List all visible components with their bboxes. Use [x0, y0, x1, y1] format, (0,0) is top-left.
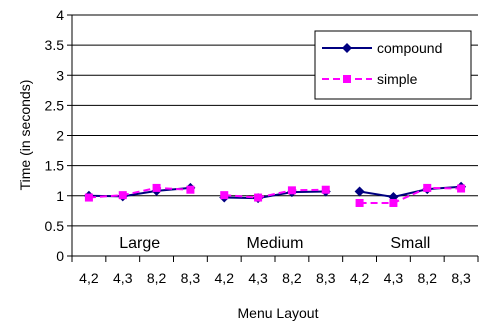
data-point — [152, 183, 161, 192]
data-point — [287, 186, 296, 195]
group-label: Large — [119, 235, 160, 252]
series-line — [224, 190, 326, 200]
x-tick-label: 4,3 — [248, 270, 268, 286]
y-tick-label: 3 — [56, 67, 64, 83]
legend: compound simple — [314, 30, 472, 100]
group-labels: Large Medium Small — [119, 235, 430, 252]
x-tick-label: 8,3 — [316, 270, 336, 286]
data-point — [354, 186, 365, 197]
y-tick-label: 4 — [56, 7, 64, 23]
y-tick-label: 1.5 — [45, 158, 65, 174]
x-axis-ticks: 4,2 4,3 8,2 8,3 4,2 4,3 8,2 8,3 4,2 4,3 8,2 8,3 — [71, 256, 479, 286]
y-tick-label: 0 — [56, 248, 64, 264]
x-axis-label: Menu Layout — [238, 305, 319, 321]
data-point — [457, 184, 466, 193]
series-line — [88, 186, 191, 198]
data-point — [355, 198, 364, 207]
x-tick-label: 8,3 — [451, 270, 471, 286]
data-point — [254, 193, 263, 202]
data-point — [118, 191, 127, 200]
series-compound — [83, 181, 467, 204]
series-line — [224, 188, 326, 199]
x-tick-label: 4,3 — [113, 270, 133, 286]
y-axis-ticks: 0 0.5 1 1.5 2 2.5 3 3.5 4 — [45, 7, 72, 264]
data-point — [389, 198, 398, 207]
legend-box — [314, 30, 472, 100]
legend-marker — [342, 43, 352, 53]
series-line — [359, 186, 462, 204]
x-tick-label: 8,2 — [147, 270, 167, 286]
x-tick-label: 4,2 — [79, 270, 99, 286]
y-tick-label: 2.5 — [45, 97, 65, 113]
series-layer — [83, 181, 467, 207]
x-tick-label: 4,2 — [350, 270, 370, 286]
series-line — [359, 185, 462, 198]
x-tick-label: 8,2 — [418, 270, 438, 286]
axes — [71, 15, 478, 257]
series-simple — [84, 183, 466, 207]
x-tick-label: 8,2 — [282, 270, 302, 286]
y-tick-label: 2 — [56, 128, 64, 144]
legend-label: compound — [377, 40, 442, 56]
x-tick-label: 8,3 — [181, 270, 201, 286]
x-tick-label: 4,3 — [384, 270, 404, 286]
legend-marker — [343, 75, 351, 83]
y-tick-label: 1 — [56, 188, 64, 204]
y-tick-label: 3.5 — [45, 37, 65, 53]
data-point — [423, 183, 432, 192]
data-point — [186, 185, 195, 194]
data-point — [84, 193, 93, 202]
x-tick-label: 4,2 — [215, 270, 235, 286]
y-tick-label: 0.5 — [45, 218, 65, 234]
group-label: Medium — [247, 235, 304, 252]
data-point — [321, 185, 330, 194]
data-point — [220, 191, 229, 200]
series-line — [88, 186, 191, 199]
y-axis-label: Time (in seconds) — [17, 80, 33, 191]
gridlines — [72, 14, 478, 227]
group-label: Small — [390, 235, 430, 252]
legend-label: simple — [377, 71, 418, 87]
